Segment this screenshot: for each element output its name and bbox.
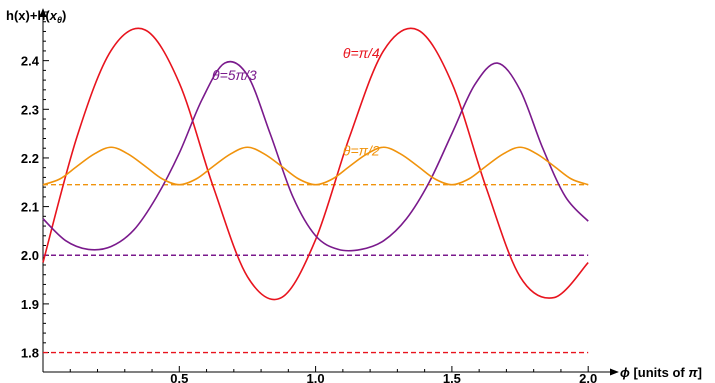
- x-tick-label: 1.5: [443, 371, 461, 383]
- curves: [42, 27, 589, 301]
- labels: h(x)+h(xθ) ϕ [units of π] θ=5π/3 θ=π/4 θ=π/2: [6, 8, 702, 380]
- y-tick-label: 2.4: [21, 54, 40, 69]
- x-tick-label: 2.0: [579, 371, 597, 383]
- y-tick-label: 2.2: [21, 151, 39, 166]
- y-tick-label: 1.9: [21, 297, 39, 312]
- y-axis-title: h(x)+h(xθ): [6, 8, 66, 25]
- y-axis-title-subscript: θ: [57, 15, 62, 25]
- y-axis-title-prefix: h(x)+h(: [6, 8, 50, 23]
- series-annotation-0: θ=5π/3: [212, 67, 257, 83]
- x-axis-title-unit: π: [688, 365, 698, 380]
- y-axis-title-suffix: ): [62, 8, 66, 23]
- baselines: [43, 184, 589, 354]
- x-axis-title-text: [units of: [630, 365, 689, 380]
- x-tick-label: 0.5: [170, 371, 188, 383]
- series-annotation-1: θ=π/4: [343, 45, 380, 61]
- axes: 0.5 1.0 1.5 2.0 1.8 1.9 2.0 2.1 2.2 2.3 2.4: [21, 8, 619, 383]
- y-tick-label: 1.8: [21, 346, 39, 361]
- y-tick-label: 2.0: [21, 248, 39, 263]
- x-tick-label: 1.0: [307, 371, 325, 383]
- series-line-2: [42, 146, 589, 186]
- y-tick-label: 2.1: [21, 200, 39, 215]
- series-annotation-2: θ=π/2: [343, 143, 380, 159]
- series-line-0: [42, 27, 589, 301]
- x-axis-title-symbol: ϕ: [620, 365, 630, 380]
- y-axis-title-var: x: [49, 8, 58, 23]
- y-tick-label: 2.3: [21, 102, 39, 117]
- x-axis-title: ϕ [units of π]: [620, 365, 702, 380]
- series-line-1: [42, 60, 589, 252]
- x-axis-title-close: ]: [698, 365, 702, 380]
